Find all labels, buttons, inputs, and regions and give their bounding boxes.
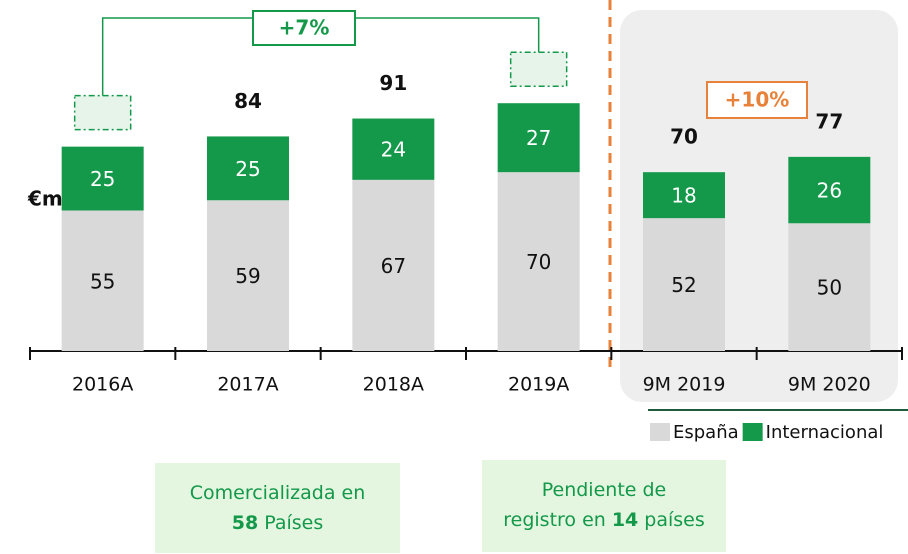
total-label: 77 <box>815 109 843 133</box>
segment-label: 52 <box>671 273 696 297</box>
x-tick-label: 9M 2020 <box>788 374 871 396</box>
note-box <box>155 463 400 553</box>
bar-segment <box>207 136 289 201</box>
bar-segment <box>352 179 435 351</box>
growth-box <box>706 81 808 119</box>
x-tick-label: 2019A <box>508 374 569 396</box>
note-box <box>482 460 726 552</box>
bar-segment <box>61 146 144 211</box>
bar-segment <box>788 156 871 224</box>
total-label: 84 <box>234 89 262 113</box>
growth-label: +10% <box>725 88 790 112</box>
segment-label: 70 <box>526 250 551 274</box>
segment-label: 24 <box>381 138 406 162</box>
segment-label: 59 <box>235 264 260 288</box>
bar-segment <box>207 200 289 351</box>
x-tick-label: 9M 2019 <box>643 374 726 396</box>
total-label: 70 <box>670 125 698 149</box>
segment-label: 67 <box>381 254 406 278</box>
bar-segment <box>352 118 435 180</box>
note-part: Países <box>264 512 323 534</box>
segment-label: 25 <box>90 167 115 191</box>
bar-segment <box>497 103 580 173</box>
total-label: 91 <box>379 71 407 95</box>
note-part: 14 <box>612 509 638 531</box>
bar-segment <box>643 172 725 219</box>
legend-swatch <box>650 423 670 441</box>
note-part: países <box>644 509 704 531</box>
bar-segment <box>61 210 144 351</box>
note-part: registro en <box>503 509 606 531</box>
bar-segment <box>788 223 871 351</box>
segment-label: 26 <box>817 179 842 203</box>
note-text: Comercializada en <box>190 482 366 504</box>
growth-box <box>252 10 356 46</box>
x-tick-label: 2016A <box>72 374 133 396</box>
note-text: Pendiente de <box>542 479 667 501</box>
note-text: 58 Países <box>232 512 323 534</box>
total-box <box>73 94 132 131</box>
note-part: Pendiente de <box>542 479 667 501</box>
note-part: 58 <box>232 512 258 534</box>
legend-swatch <box>742 423 763 441</box>
bar-segment <box>497 172 580 351</box>
segment-label: 18 <box>671 184 696 208</box>
legend-label: Internacional <box>766 422 884 443</box>
note-text: registro en 14 países <box>503 509 705 531</box>
total-box <box>509 51 568 87</box>
growth-label: +7% <box>279 16 330 40</box>
segment-label: 27 <box>526 126 551 150</box>
segment-label: 25 <box>235 157 260 181</box>
note-part: Comercializada en <box>190 482 366 504</box>
x-tick-label: 2017A <box>217 374 278 396</box>
legend-label: España <box>673 422 739 443</box>
unit-label: €m <box>27 187 63 211</box>
x-tick-label: 2018A <box>363 374 424 396</box>
segment-label: 50 <box>817 276 842 300</box>
segment-label: 55 <box>90 269 115 293</box>
bar-segment <box>643 218 725 351</box>
